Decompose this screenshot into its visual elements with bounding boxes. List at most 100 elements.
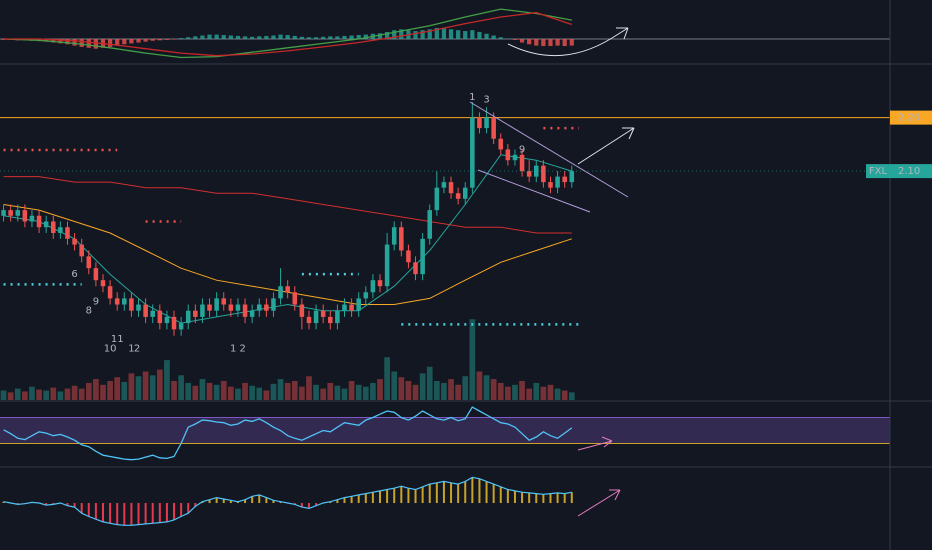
volume-bar [362, 386, 369, 400]
histogram-bar [420, 30, 425, 40]
candle-body [491, 117, 496, 139]
candle-body [65, 227, 70, 239]
moving-average [3, 176, 572, 234]
volume-bar [178, 375, 184, 400]
histogram-bar [200, 35, 205, 40]
volume-bar [320, 388, 327, 400]
oscillator-bar [45, 503, 48, 506]
oscillator-bar [464, 481, 467, 504]
candle-body [1, 210, 6, 216]
oscillator-bar [478, 478, 481, 504]
td-count: 1 2 [230, 343, 246, 354]
volume-bar [497, 382, 504, 400]
volume-bar [100, 384, 106, 400]
candle-body [434, 187, 440, 211]
volume-bar [149, 375, 156, 400]
last-price-label: 2.10 [898, 166, 920, 177]
oscillator-bar [173, 503, 176, 520]
volume-bar [419, 373, 426, 400]
volume-bar [391, 371, 398, 400]
oscillator-bar [563, 493, 566, 504]
volume-bar [540, 386, 547, 400]
histogram-bar [257, 36, 262, 40]
candle-body [427, 210, 433, 239]
volume-bar [341, 388, 348, 400]
oscillator-bar [528, 492, 531, 504]
histogram-bar [306, 37, 312, 40]
histogram-bar [463, 31, 468, 40]
candle-body [221, 298, 227, 305]
oscillator-bar [499, 486, 502, 504]
oscillator-bar [215, 497, 218, 504]
volume-bar [313, 384, 319, 400]
candle-body [505, 149, 511, 161]
volume-bar [291, 381, 298, 400]
histogram-bar [413, 31, 418, 40]
td-count: 9 [519, 144, 525, 155]
histogram-bar [278, 34, 283, 40]
volume-bar [0, 390, 7, 400]
candle-body [150, 310, 155, 317]
histogram-bar [562, 39, 567, 47]
oscillator-bar [229, 500, 232, 504]
volume-bar [348, 381, 355, 400]
histogram-bar [363, 34, 368, 40]
volume-bar [164, 360, 170, 400]
volume-bar [43, 390, 50, 400]
volume-bar [29, 386, 35, 400]
candle-body [171, 316, 177, 330]
volume-bar [192, 385, 199, 400]
histogram-bar [399, 29, 404, 40]
histogram-bar [58, 39, 63, 44]
candle-body [484, 117, 489, 129]
candle-body [448, 182, 454, 194]
volume-bar [263, 390, 270, 400]
oscillator-bar [116, 503, 119, 525]
histogram-bar [349, 35, 354, 40]
volume-bar [235, 388, 241, 400]
volume-bar [519, 381, 525, 400]
histogram-bar [498, 37, 503, 40]
hline-label: 2.20 [898, 113, 920, 124]
oscillator-bar [158, 503, 161, 523]
oscillator-bar [293, 503, 296, 505]
td-count: 3 [483, 94, 489, 105]
oscillator-bar [357, 494, 360, 504]
histogram-bar [228, 35, 233, 40]
volume-bar [7, 392, 14, 400]
oscillator-bar [2, 501, 5, 504]
oscillator-bar [236, 501, 239, 504]
candle-body [455, 193, 461, 199]
volume-bar [469, 319, 476, 400]
oscillator-bar [94, 503, 97, 520]
candle-body [8, 210, 13, 216]
candle-body [185, 310, 191, 324]
oscillator-bar [244, 499, 247, 504]
histogram-bar [264, 35, 269, 40]
candle-body [377, 280, 383, 287]
histogram-bar [214, 34, 219, 40]
histogram-bar [136, 39, 141, 43]
volume-bar [71, 385, 78, 400]
oscillator-bar [279, 501, 282, 504]
candle-body [356, 298, 361, 311]
td-count: 9 [93, 296, 99, 307]
oscillator-bar [364, 493, 367, 504]
volume-bar [78, 388, 85, 400]
oscillator-bar [16, 503, 19, 505]
oscillator-bar [109, 503, 112, 524]
oscillator-bar [485, 481, 488, 504]
volume-bar [327, 382, 334, 400]
histogram-bar [129, 39, 134, 44]
histogram-bar [527, 39, 532, 45]
histogram-bar [157, 39, 162, 41]
oscillator-bar [66, 503, 69, 506]
candle-body [526, 171, 532, 177]
histogram-bar [1, 39, 6, 40]
histogram-bar [207, 34, 212, 40]
candle-body [93, 268, 99, 281]
candle-body [164, 316, 170, 324]
histogram-bar [456, 30, 461, 40]
oscillator-bar [151, 503, 154, 524]
